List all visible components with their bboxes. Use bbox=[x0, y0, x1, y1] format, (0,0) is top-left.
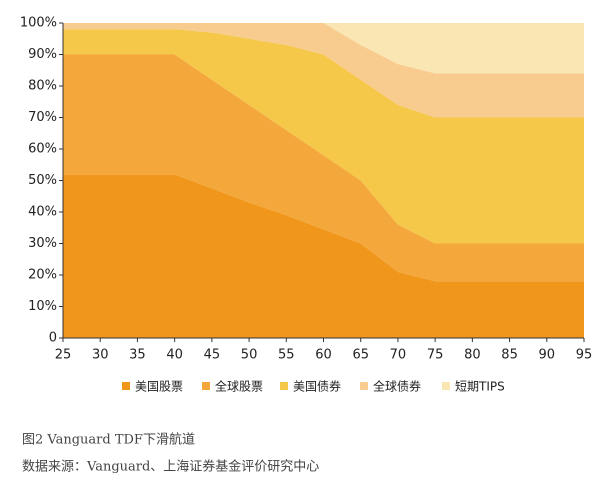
area bbox=[63, 174, 584, 338]
x-tick-label: 75 bbox=[427, 348, 444, 363]
y-tick-label: 40% bbox=[28, 205, 57, 220]
x-tick-label: 60 bbox=[315, 348, 332, 363]
x-tick-label: 25 bbox=[55, 348, 72, 363]
legend-swatch bbox=[122, 382, 130, 390]
y-tick-label: 0 bbox=[49, 331, 57, 346]
x-tick-label: 35 bbox=[129, 348, 146, 363]
area bbox=[63, 29, 584, 244]
y-tick-label: 20% bbox=[28, 268, 57, 283]
x-tick-label: 80 bbox=[464, 348, 481, 363]
legend-swatch bbox=[442, 382, 450, 390]
x-tick-label: 95 bbox=[576, 348, 593, 363]
x-tick-label: 55 bbox=[278, 348, 295, 363]
x-tick-label: 70 bbox=[390, 348, 407, 363]
legend-label: 全球债券 bbox=[373, 379, 421, 394]
area bbox=[63, 23, 584, 118]
x-tick-label: 65 bbox=[352, 348, 369, 363]
x-tick-label: 50 bbox=[241, 348, 258, 363]
y-tick-label: 60% bbox=[28, 142, 57, 157]
legend-swatch bbox=[360, 382, 368, 390]
y-tick-label: 70% bbox=[28, 110, 57, 125]
x-tick-label: 85 bbox=[501, 348, 518, 363]
y-tick-label: 10% bbox=[28, 299, 57, 314]
x-tick-label: 45 bbox=[204, 348, 221, 363]
legend-label: 美国债券 bbox=[293, 379, 341, 394]
legend-label: 短期TIPS bbox=[455, 380, 505, 394]
x-tick-label: 40 bbox=[166, 348, 183, 363]
legend-label: 美国股票 bbox=[135, 380, 183, 394]
legend-label: 全球股票 bbox=[215, 379, 263, 394]
legend-swatch bbox=[202, 382, 210, 390]
area bbox=[63, 54, 584, 282]
y-tick-label: 100% bbox=[20, 16, 57, 31]
y-tick-label: 50% bbox=[28, 173, 57, 188]
x-tick-label: 30 bbox=[92, 348, 109, 363]
source: 数据来源：Vanguard、上海证券基金评价研究中心 bbox=[22, 459, 319, 475]
caption: 图2 Vanguard TDF下滑航道 bbox=[22, 432, 195, 448]
x-tick-label: 90 bbox=[539, 348, 556, 363]
area bbox=[63, 23, 584, 74]
y-tick-label: 90% bbox=[28, 47, 57, 62]
legend-swatch bbox=[280, 382, 288, 390]
y-tick-label: 30% bbox=[28, 236, 57, 251]
y-tick-label: 80% bbox=[28, 79, 57, 94]
